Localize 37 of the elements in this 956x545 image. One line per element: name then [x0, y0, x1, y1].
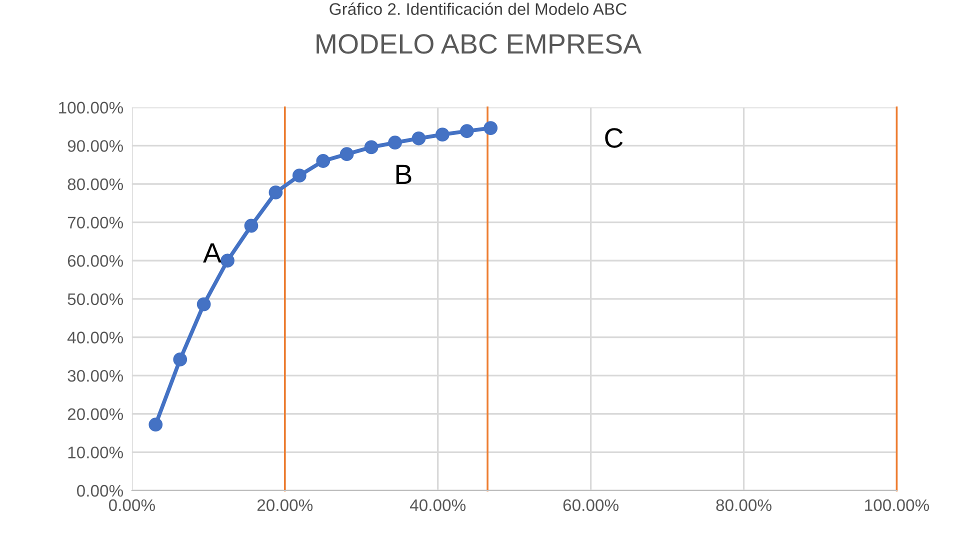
point	[220, 254, 234, 268]
point	[435, 128, 450, 142]
point	[316, 154, 330, 168]
y-tick-label: 40.00%	[67, 332, 124, 344]
y-tick-label: 30.00%	[68, 370, 124, 382]
x-tick-label: 80.00%	[716, 499, 772, 512]
point	[388, 136, 402, 150]
x-tick-label: 60.00%	[563, 499, 618, 512]
point	[244, 218, 258, 233]
x-tick-label: 20.00%	[257, 499, 313, 512]
point	[148, 418, 163, 432]
point	[364, 140, 378, 154]
x-tick-label: 100.00%	[865, 499, 930, 512]
annotation: C	[605, 128, 623, 148]
point	[412, 131, 426, 146]
x-tick-label: 0.00%	[108, 499, 155, 512]
point	[268, 185, 283, 200]
y-tick-label: 90.00%	[68, 140, 124, 152]
y-tick-label: 0.00%	[76, 484, 124, 497]
annotation: A	[203, 243, 222, 263]
y-tick-label: 100.00%	[59, 102, 124, 114]
chart-title: MODELO ABC EMPRESA	[316, 34, 642, 54]
y-tick-label: 50.00%	[68, 293, 124, 306]
point	[292, 168, 306, 183]
point	[340, 147, 354, 162]
point	[173, 352, 188, 366]
y-tick-label: 70.00%	[68, 216, 124, 229]
y-tick-label: 10.00%	[68, 446, 124, 458]
point	[196, 297, 211, 312]
point	[460, 124, 474, 138]
point	[484, 121, 498, 135]
x-tick-label: 40.00%	[410, 499, 466, 512]
annotation: B	[396, 164, 412, 184]
chart-subtitle: Gráfico 2. Identificación del Modelo ABC	[330, 2, 627, 15]
y-tick-label: 80.00%	[68, 178, 124, 190]
y-tick-label: 20.00%	[68, 408, 124, 420]
y-tick-label: 60.00%	[68, 255, 124, 267]
